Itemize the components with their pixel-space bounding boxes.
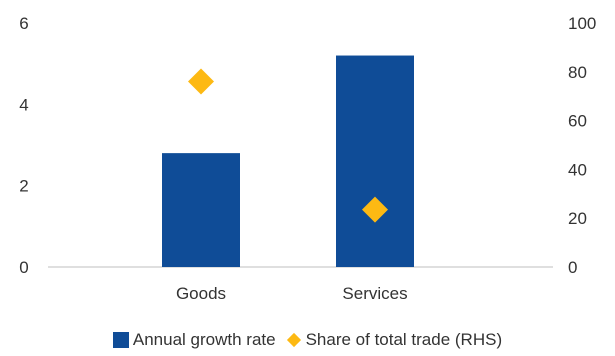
left-tick-label: 4	[19, 95, 28, 114]
right-tick-label: 80	[568, 63, 587, 82]
left-axis-ticks: 0 2 4 6	[19, 14, 28, 277]
left-tick-label: 0	[19, 258, 28, 277]
bar-services	[336, 55, 414, 268]
legend: Annual growth rate Share of total trade …	[0, 327, 615, 353]
right-tick-label: 60	[568, 112, 587, 131]
bars	[162, 55, 414, 268]
chart: 0 2 4 6 0 20 40 60 80 100 Goods Services	[19, 14, 596, 303]
legend-item-growth: Annual growth rate	[112, 330, 276, 350]
right-tick-label: 20	[568, 209, 587, 228]
marker-goods	[188, 68, 214, 95]
category-label: Services	[342, 284, 407, 303]
bar-goods	[162, 153, 240, 267]
legend-item-share: Share of total trade (RHS)	[286, 330, 503, 350]
markers	[188, 68, 388, 223]
right-axis-ticks: 0 20 40 60 80 100	[568, 14, 596, 277]
marker-services	[362, 196, 388, 223]
legend-diamond-swatch	[286, 332, 301, 348]
legend-label-growth: Annual growth rate	[132, 330, 276, 349]
right-tick-label: 40	[568, 160, 587, 179]
category-label: Goods	[176, 284, 226, 303]
legend-label-share: Share of total trade (RHS)	[305, 330, 503, 349]
category-labels: Goods Services	[176, 284, 408, 303]
left-tick-label: 2	[19, 177, 28, 196]
legend-bar-swatch	[112, 332, 129, 348]
right-tick-label: 100	[568, 14, 596, 33]
right-tick-label: 0	[568, 258, 577, 277]
left-tick-label: 6	[19, 14, 28, 33]
